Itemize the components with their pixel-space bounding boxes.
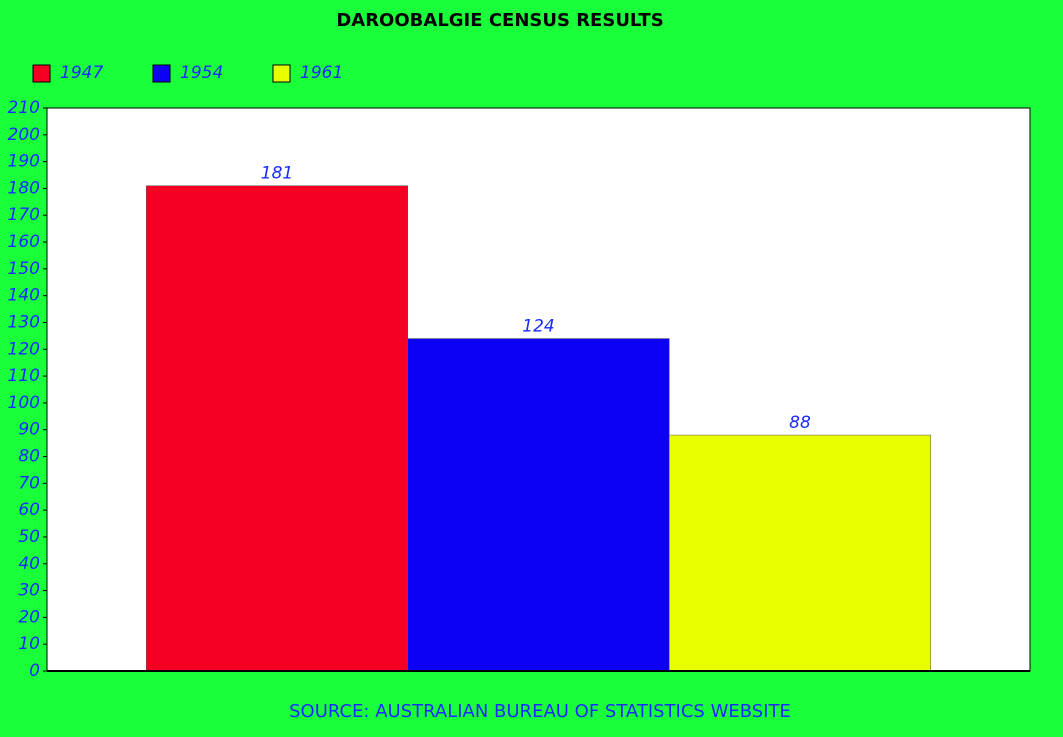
data-label-bg bbox=[519, 316, 558, 337]
y-tick-label: 170 bbox=[8, 205, 40, 225]
y-tick-label: 210 bbox=[8, 98, 40, 118]
y-tick-label: 130 bbox=[8, 312, 40, 332]
y-tick-label: 60 bbox=[18, 500, 40, 520]
y-tick-label: 150 bbox=[8, 259, 40, 279]
bar bbox=[668, 434, 931, 672]
y-tick-label: 80 bbox=[18, 447, 40, 467]
legend-swatch bbox=[32, 64, 51, 83]
y-tick-label: 70 bbox=[18, 473, 40, 493]
y-tick-label: 20 bbox=[18, 607, 40, 627]
y-tick-label: 120 bbox=[8, 339, 40, 359]
y-tick-label: 140 bbox=[8, 286, 40, 306]
y-tick-label: 160 bbox=[8, 232, 40, 252]
y-tick-label: 50 bbox=[18, 527, 40, 547]
data-label: 88 bbox=[789, 413, 811, 433]
legend-label: 1961 bbox=[300, 63, 343, 83]
y-tick-label: 190 bbox=[8, 152, 40, 172]
y-tick-label: 200 bbox=[8, 125, 40, 145]
source-note: SOURCE: AUSTRALIAN BUREAU OF STATISTICS … bbox=[289, 701, 791, 722]
y-tick-label: 100 bbox=[8, 393, 40, 413]
legend-label: 1947 bbox=[60, 63, 103, 83]
y-tick-label: 30 bbox=[18, 581, 40, 601]
data-label: 181 bbox=[261, 164, 293, 184]
y-tick-label: 0 bbox=[29, 661, 40, 681]
y-tick-label: 90 bbox=[18, 420, 40, 440]
y-tick-label: 110 bbox=[8, 366, 40, 386]
y-tick-label: 180 bbox=[8, 178, 40, 198]
legend-swatch bbox=[152, 64, 171, 83]
chart-title: DAROOBALGIE CENSUS RESULTS bbox=[336, 10, 663, 31]
bar bbox=[407, 338, 670, 672]
data-label-bg bbox=[257, 163, 297, 184]
y-tick-label: 40 bbox=[18, 554, 40, 574]
legend-swatch bbox=[272, 64, 291, 83]
bar bbox=[146, 185, 409, 672]
y-tick-label: 10 bbox=[18, 634, 40, 654]
data-label: 124 bbox=[522, 317, 554, 337]
data-label-bg bbox=[786, 413, 814, 434]
legend-label: 1954 bbox=[180, 63, 223, 83]
